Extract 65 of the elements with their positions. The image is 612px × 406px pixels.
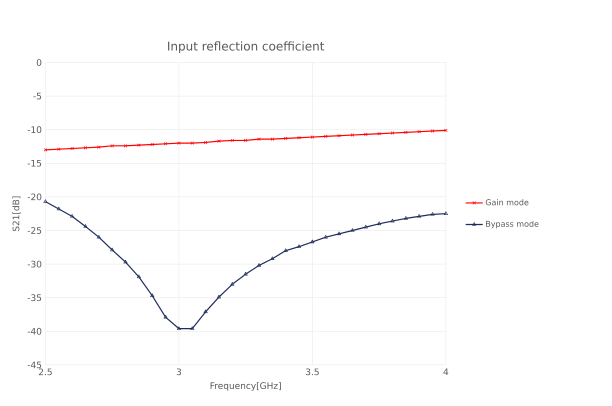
point [244,138,248,142]
point [337,134,341,138]
y-tick-label: -40 [28,328,42,335]
y-tick-label: 0 [36,59,42,66]
point [164,314,168,318]
point [56,206,61,210]
point [404,130,408,134]
chart-title: Input reflection coefficient [168,41,324,53]
point [230,282,234,286]
point [284,136,288,140]
point [350,228,354,232]
x-tick-label: 4 [443,368,448,375]
point [377,132,381,136]
point [204,309,208,314]
point [110,248,114,252]
y-tick-label: -5 [33,92,42,100]
point [324,134,328,138]
x-tick-label: 3 [176,368,182,376]
y-tick-label: -30 [28,260,42,268]
point [216,294,221,298]
point [70,146,74,150]
point [310,240,314,244]
point [190,141,194,145]
point [364,132,368,136]
point [230,138,234,142]
x-tick-label: 3.5 [306,368,319,376]
point [297,136,301,140]
point [190,326,194,330]
point [136,274,141,278]
point [297,244,302,248]
point [270,137,274,141]
point [284,248,288,252]
point [377,221,382,226]
y-tick-label: -25 [28,227,42,234]
y-tick-label: -10 [28,126,42,134]
point [217,139,221,143]
point [70,214,74,218]
point [417,214,422,218]
y-axis-title: S21[dB] [12,196,20,232]
point [96,234,101,238]
point [257,137,261,141]
point [270,256,274,260]
point [164,142,168,146]
point [256,263,262,267]
y-tick-label: -35 [28,294,42,302]
y-tick-label: -20 [28,193,42,200]
y-tick-label: -45 [28,362,42,368]
point [150,142,154,146]
point [84,146,88,150]
x-axis-title: Frequency[GHz] [210,382,281,391]
x-tick-label: 2.5 [38,368,52,376]
point [390,218,395,222]
point [150,293,154,297]
point [204,140,208,144]
point [176,326,181,330]
point [124,260,128,264]
y-tick-label: -15 [28,160,42,167]
point [124,144,128,148]
point [430,212,435,216]
point [337,232,342,236]
point [324,234,328,238]
point [404,216,408,220]
point [83,224,88,228]
point [244,272,248,276]
point [364,224,368,228]
